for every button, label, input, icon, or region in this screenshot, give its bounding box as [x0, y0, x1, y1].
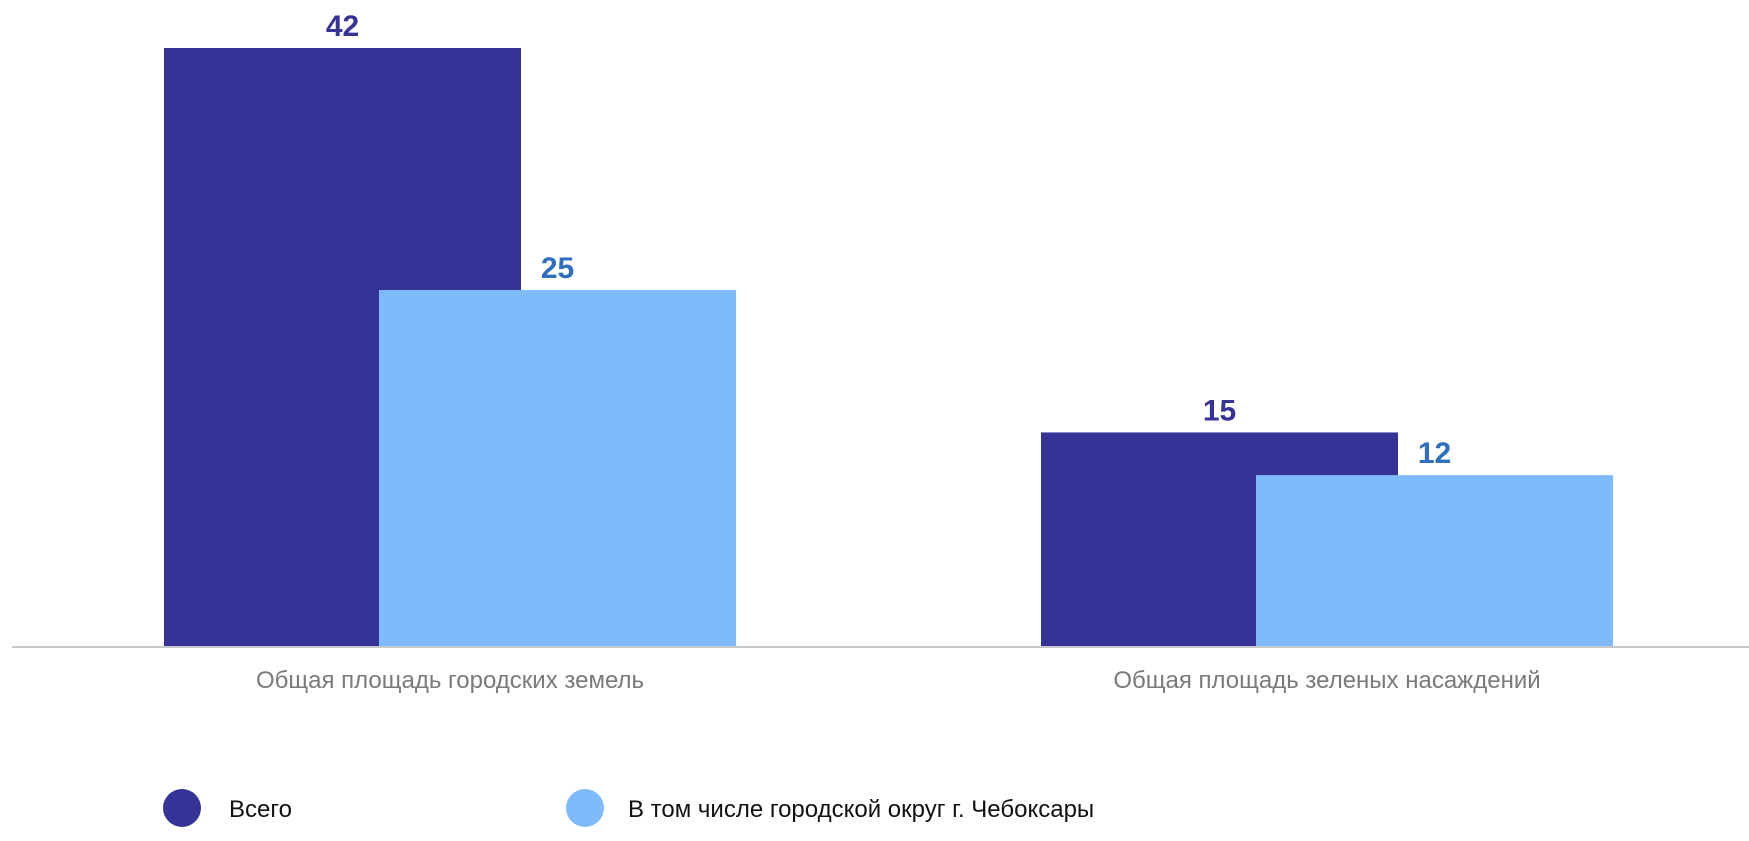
- legend: Всего В том числе городской округ г. Чебо…: [163, 789, 1094, 827]
- legend-marker-total: [163, 789, 201, 827]
- value-label-total-cat2: 15: [1203, 394, 1236, 427]
- legend-marker-cheboksary: [566, 789, 604, 827]
- value-label-cheboksary-cat2: 12: [1418, 437, 1451, 470]
- bar-cheboksary-cat1: [379, 290, 736, 646]
- category-labels-group: Общая площадь городских земель Общая площ…: [256, 667, 1541, 694]
- value-label-total-cat1: 42: [326, 10, 359, 43]
- value-labels-group: 42 25 15 12: [326, 10, 1451, 470]
- bars-group: [164, 48, 1613, 646]
- bar-cheboksary-cat2: [1256, 475, 1613, 646]
- legend-label-total: Всего: [229, 796, 292, 823]
- category-label-1: Общая площадь городских земель: [256, 667, 644, 694]
- category-label-2: Общая площадь зеленых насаждений: [1113, 667, 1540, 694]
- value-label-cheboksary-cat1: 25: [541, 252, 574, 285]
- legend-label-cheboksary: В том числе городской округ г. Чебоксары: [628, 796, 1094, 823]
